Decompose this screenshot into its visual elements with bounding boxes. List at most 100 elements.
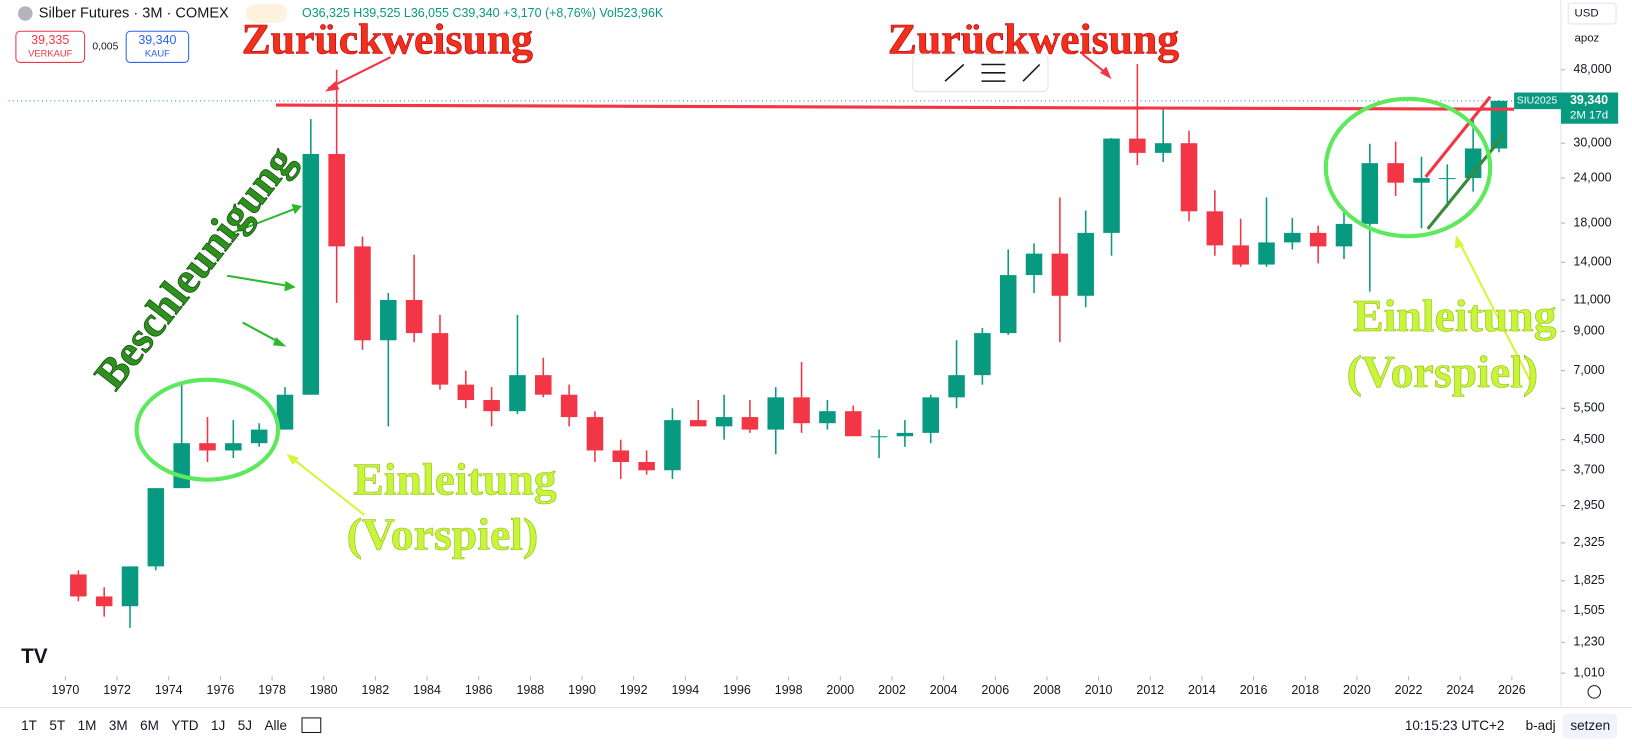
set-button[interactable]: setzen — [1570, 718, 1610, 733]
x-tick-label: 2008 — [1033, 683, 1061, 697]
candle-body — [302, 153, 320, 395]
y-tick-label: 5,500 — [1573, 401, 1604, 415]
ohlc-legend: O36,325 H39,525 L36,055 C39,340 +3,170 (… — [302, 6, 664, 20]
symbol-icon — [17, 6, 33, 21]
candle-body — [1206, 211, 1224, 246]
range-button[interactable]: YTD — [171, 718, 198, 733]
candle-body — [1387, 163, 1404, 183]
candle-body — [199, 443, 216, 451]
y-tick-label: 30,000 — [1573, 135, 1611, 149]
countdown: 2M 17d — [1570, 109, 1608, 121]
x-tick-label: 1990 — [568, 683, 596, 697]
x-tick-label: 1994 — [671, 683, 699, 697]
annotation: Einleitung — [353, 453, 557, 504]
scale-mode[interactable]: apoz — [1574, 33, 1599, 45]
candle-body — [95, 596, 113, 607]
candle-body — [380, 299, 397, 341]
candle-body — [173, 443, 190, 489]
x-tick-label: 2026 — [1498, 683, 1526, 697]
y-tick-label: 3,700 — [1573, 463, 1604, 477]
candle-body — [1361, 163, 1379, 224]
candle-body — [948, 375, 965, 398]
candle-body — [354, 246, 371, 341]
buy-price: 39,340 — [138, 33, 176, 47]
candle-body — [276, 394, 294, 430]
buy-button[interactable] — [125, 30, 190, 63]
candle-body — [1232, 245, 1249, 265]
y-tick-label: 1,825 — [1573, 573, 1604, 587]
candle-body — [328, 153, 345, 247]
y-tick-label: 11,000 — [1573, 292, 1610, 306]
currency: USD — [1574, 8, 1598, 20]
x-tick-label: 1996 — [723, 683, 751, 697]
calendar-icon[interactable] — [301, 717, 322, 733]
adjust-button[interactable]: b-adj — [1526, 718, 1556, 733]
x-tick-label: 2022 — [1395, 683, 1423, 697]
candle-body — [1025, 253, 1043, 276]
range-button[interactable]: 5T — [49, 718, 65, 733]
resistance-line — [276, 103, 1515, 111]
candle-body — [509, 375, 526, 412]
candle-body — [999, 275, 1017, 334]
y-tick-label: 1,505 — [1573, 603, 1604, 617]
y-tick-label: 4,500 — [1573, 432, 1604, 446]
highlight-ellipse — [134, 377, 281, 482]
range-button[interactable]: 6M — [140, 718, 159, 733]
x-tick-label: 2012 — [1136, 683, 1164, 697]
candle-body — [715, 417, 733, 427]
range-button[interactable]: Alle — [264, 718, 287, 733]
x-tick-label: 1992 — [620, 683, 648, 697]
y-tick-label: 24,000 — [1573, 170, 1611, 184]
y-tick-label: 1,230 — [1573, 635, 1604, 649]
status-badge — [245, 4, 288, 23]
candle-body — [457, 384, 475, 401]
x-tick-label: 1976 — [207, 683, 235, 697]
x-tick-label: 1982 — [362, 683, 390, 697]
range-button[interactable]: 1J — [211, 718, 225, 733]
x-tick-label: 2010 — [1085, 683, 1113, 697]
candle-body — [560, 394, 578, 418]
candle-body — [70, 574, 87, 597]
y-tick-label: 7,000 — [1573, 363, 1604, 377]
currency-button[interactable] — [1567, 2, 1617, 25]
candle-body — [1284, 232, 1301, 243]
candle-body — [689, 420, 707, 427]
range-button[interactable]: 3M — [109, 718, 128, 733]
x-tick-label: 2014 — [1188, 683, 1216, 697]
x-tick-label: 2018 — [1291, 683, 1319, 697]
candle-body — [250, 429, 268, 444]
annotation: (Vorspiel) — [347, 508, 539, 559]
candle-body — [1180, 143, 1198, 212]
x-tick-label: 2020 — [1343, 683, 1371, 697]
annotation: Einleitung — [1353, 290, 1557, 341]
x-tick-label: 1972 — [103, 683, 131, 697]
candle-body — [535, 375, 552, 395]
candle-body — [922, 397, 939, 433]
annotation: Zurückweisung — [242, 16, 533, 64]
arrows — [226, 53, 1531, 516]
candle-body — [870, 436, 888, 438]
candle-body — [1413, 178, 1430, 183]
candle-body — [1154, 143, 1172, 153]
settings-icon[interactable] — [1587, 685, 1602, 699]
range-button[interactable]: 1T — [21, 718, 37, 733]
candle-body — [612, 450, 630, 463]
sell-button[interactable] — [15, 30, 86, 63]
x-tick-label: 1986 — [465, 683, 493, 697]
range-button[interactable]: 5J — [238, 718, 252, 733]
x-tick-label: 1970 — [52, 683, 80, 697]
spread: 0,005 — [92, 42, 118, 53]
candle-body — [638, 462, 655, 471]
candle-body — [974, 333, 991, 376]
candle-body — [1258, 242, 1275, 265]
price-label: 39,340 — [1570, 93, 1608, 107]
candle-body — [1464, 148, 1482, 179]
drawing-tools[interactable] — [944, 63, 1041, 82]
trend-line — [1424, 95, 1492, 178]
x-tick-label: 1980 — [310, 683, 338, 697]
clock: 10:15:23 UTC+2 — [1405, 718, 1505, 733]
range-button[interactable]: 1M — [78, 718, 97, 733]
x-tick-label: 1988 — [516, 683, 544, 697]
symbol-title: Silber Futures · 3M · COMEX — [39, 5, 229, 21]
